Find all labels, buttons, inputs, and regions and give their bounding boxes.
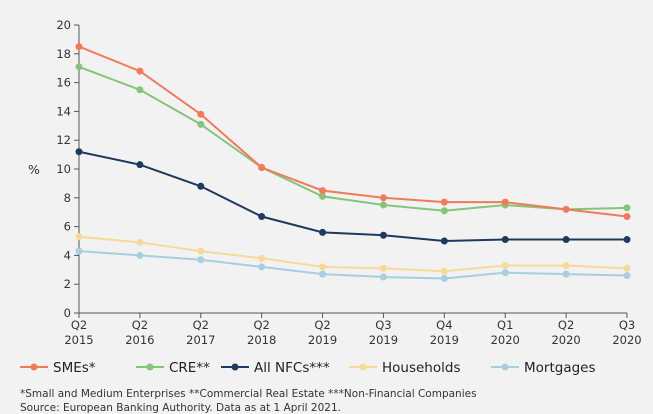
legend-label-cre: CRE** [169,360,210,376]
legend-label-mortgages: Mortgages [524,360,596,376]
y-tick-label: 4 [64,248,71,262]
y-tick-label: 10 [56,162,71,176]
data-point-cre [136,86,144,94]
y-tick-label: 16 [56,76,71,90]
y-tick-label: 6 [64,220,71,234]
data-point-mortgages [136,251,144,259]
data-point-smes [258,164,266,172]
y-tick-label: 20 [56,18,71,32]
x-tick-label-quarter: Q4 [436,318,452,332]
footnote-source: Source: European Banking Authority. Data… [20,402,341,414]
data-point-all-nfcs [75,148,83,156]
series-line-households [78,235,628,273]
x-tick-label-year: 2019 [369,333,398,347]
data-point-all-nfcs [501,236,509,244]
data-point-smes [440,198,448,206]
data-point-smes [319,187,327,195]
data-point-all-nfcs [197,182,205,190]
x-tick-label-year: 2020 [612,333,641,347]
data-point-smes [379,194,387,202]
data-point-smes [197,110,205,118]
data-point-mortgages [197,256,205,264]
data-point-cre [75,63,83,71]
x-tick-label-year: 2020 [491,333,520,347]
legend-label-smes: SMEs* [53,360,96,376]
legend-marker-smes [30,363,38,371]
y-tick-label: 0 [64,306,71,320]
data-point-all-nfcs [440,237,448,245]
data-point-all-nfcs [623,236,631,244]
data-point-smes [136,67,144,75]
x-tick-label-year: 2019 [308,333,337,347]
x-tick-label-quarter: Q2 [558,318,574,332]
x-tick-label-year: 2018 [247,333,276,347]
data-point-cre [440,207,448,215]
data-point-households [562,261,570,269]
x-tick-label-year: 2020 [551,333,580,347]
x-tick-label-quarter: Q1 [497,318,513,332]
x-tick-label-quarter: Q2 [253,318,269,332]
legend-marker-cre [146,363,154,371]
data-point-all-nfcs [319,228,327,236]
data-point-households [319,263,327,271]
legend-label-households: Households [382,360,460,376]
y-axis-title: % [28,162,40,177]
data-point-households [440,267,448,275]
data-point-cre [319,192,327,200]
data-point-households [197,247,205,255]
series-line-smes [78,45,628,218]
x-tick-label-year: 2016 [125,333,154,347]
series-line-mortgages [78,250,628,280]
data-point-all-nfcs [136,161,144,169]
x-tick-label-quarter: Q2 [132,318,148,332]
data-point-mortgages [440,274,448,282]
data-point-households [623,264,631,272]
data-point-mortgages [501,269,509,277]
x-tick-label-quarter: Q3 [619,318,635,332]
x-tick-label-quarter: Q2 [193,318,209,332]
data-point-mortgages [623,272,631,280]
data-point-households [501,261,509,269]
data-point-households [379,264,387,272]
data-point-households [258,254,266,262]
x-tick-label-year: 2015 [64,333,93,347]
y-tick-label: 14 [56,104,71,118]
data-point-all-nfcs [562,236,570,244]
data-point-cre [197,120,205,128]
data-point-cre [623,204,631,212]
y-tick-label: 2 [64,277,71,291]
x-tick-label-year: 2019 [430,333,459,347]
legend-marker-households [359,363,367,371]
series-line-cre [78,65,628,212]
data-point-smes [562,205,570,213]
data-point-all-nfcs [379,231,387,239]
data-point-mortgages [319,270,327,278]
x-tick-label-quarter: Q2 [71,318,87,332]
legend-label-all-nfcs: All NFCs*** [254,360,330,376]
legend-marker-mortgages [501,363,509,371]
data-point-mortgages [258,263,266,271]
data-point-mortgages [379,273,387,281]
data-point-smes [501,198,509,206]
data-point-mortgages [562,270,570,278]
x-tick-label-quarter: Q3 [375,318,391,332]
y-tick-label: 18 [56,47,71,61]
x-tick-label-year: 2017 [186,333,215,347]
data-point-all-nfcs [258,213,266,221]
x-tick-label-quarter: Q2 [314,318,330,332]
data-point-smes [75,43,83,51]
data-point-households [75,233,83,241]
footnote-abbreviations: *Small and Medium Enterprises **Commerci… [20,388,477,400]
y-tick-label: 8 [64,191,71,205]
series-line-all-nfcs [78,150,627,243]
y-tick-label: 12 [56,133,71,147]
legend-marker-all-nfcs [231,363,239,371]
data-point-smes [623,213,631,221]
data-point-mortgages [75,247,83,255]
data-point-cre [379,201,387,209]
data-point-households [136,238,144,246]
